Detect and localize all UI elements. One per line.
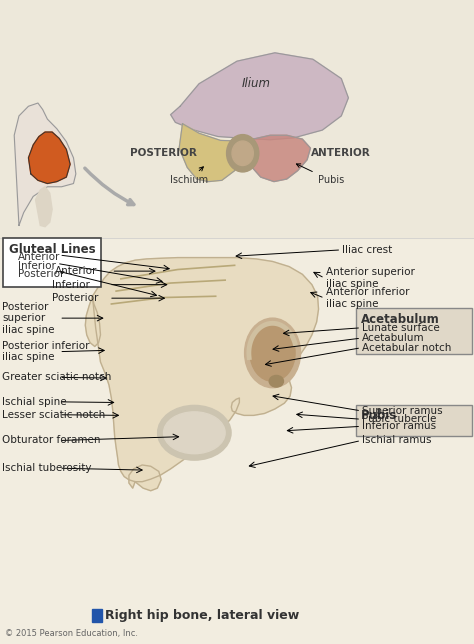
Ellipse shape [269, 375, 283, 387]
Text: Anterior: Anterior [18, 252, 60, 263]
Bar [0, 0, 474, 238]
Polygon shape [171, 53, 348, 140]
Text: Inferior: Inferior [18, 261, 56, 271]
Text: Greater sciatic notch: Greater sciatic notch [2, 372, 112, 383]
Text: Anterior superior
iliac spine: Anterior superior iliac spine [326, 267, 414, 289]
Text: Ischium: Ischium [170, 167, 208, 185]
Polygon shape [85, 296, 100, 346]
Text: Pubic tubercle: Pubic tubercle [362, 414, 437, 424]
Text: Right hip bone, lateral view: Right hip bone, lateral view [105, 609, 300, 622]
Text: Pubis: Pubis [361, 409, 397, 422]
Bar [92, 609, 102, 622]
Text: Obturator foramen: Obturator foramen [2, 435, 101, 446]
Text: Acetabulum: Acetabulum [362, 333, 425, 343]
Text: Anterior: Anterior [55, 266, 97, 276]
Text: Inferior ramus: Inferior ramus [362, 421, 436, 431]
Text: ANTERIOR: ANTERIOR [311, 147, 371, 158]
Text: Posterior: Posterior [18, 269, 64, 279]
Text: Lesser sciatic notch: Lesser sciatic notch [2, 410, 106, 420]
Text: Posterior inferior
iliac spine: Posterior inferior iliac spine [2, 341, 90, 363]
Text: Anterior inferior
iliac spine: Anterior inferior iliac spine [326, 287, 409, 309]
Text: Posterior: Posterior [52, 293, 99, 303]
Polygon shape [129, 465, 161, 491]
Ellipse shape [250, 325, 295, 381]
Polygon shape [14, 103, 76, 225]
Text: Ischial ramus: Ischial ramus [362, 435, 432, 446]
Text: POSTERIOR: POSTERIOR [130, 147, 197, 158]
Ellipse shape [227, 135, 259, 172]
Text: Iliac crest: Iliac crest [342, 245, 392, 255]
Text: Posterior
superior
iliac spine: Posterior superior iliac spine [2, 301, 55, 335]
Polygon shape [179, 124, 244, 182]
Text: Superior ramus: Superior ramus [362, 406, 443, 416]
FancyBboxPatch shape [3, 238, 101, 287]
Polygon shape [242, 135, 310, 182]
Text: Acetabular notch: Acetabular notch [362, 343, 452, 353]
Text: Lunate surface: Lunate surface [362, 323, 440, 333]
Text: Ischial spine: Ischial spine [2, 397, 67, 407]
Ellipse shape [232, 141, 253, 166]
Polygon shape [36, 187, 52, 227]
Text: Pubis: Pubis [296, 164, 344, 185]
Ellipse shape [164, 412, 225, 453]
Text: Acetabulum: Acetabulum [361, 313, 440, 326]
Ellipse shape [245, 318, 301, 388]
Text: © 2015 Pearson Education, Inc.: © 2015 Pearson Education, Inc. [5, 629, 138, 638]
FancyBboxPatch shape [356, 405, 472, 436]
Text: Ischial tuberosity: Ischial tuberosity [2, 463, 92, 473]
Polygon shape [92, 258, 319, 482]
Polygon shape [28, 132, 70, 184]
Text: Ilium: Ilium [241, 77, 271, 90]
Text: Inferior: Inferior [52, 279, 90, 290]
Ellipse shape [157, 406, 231, 460]
FancyBboxPatch shape [356, 308, 472, 354]
Text: Gluteal Lines: Gluteal Lines [9, 243, 95, 256]
